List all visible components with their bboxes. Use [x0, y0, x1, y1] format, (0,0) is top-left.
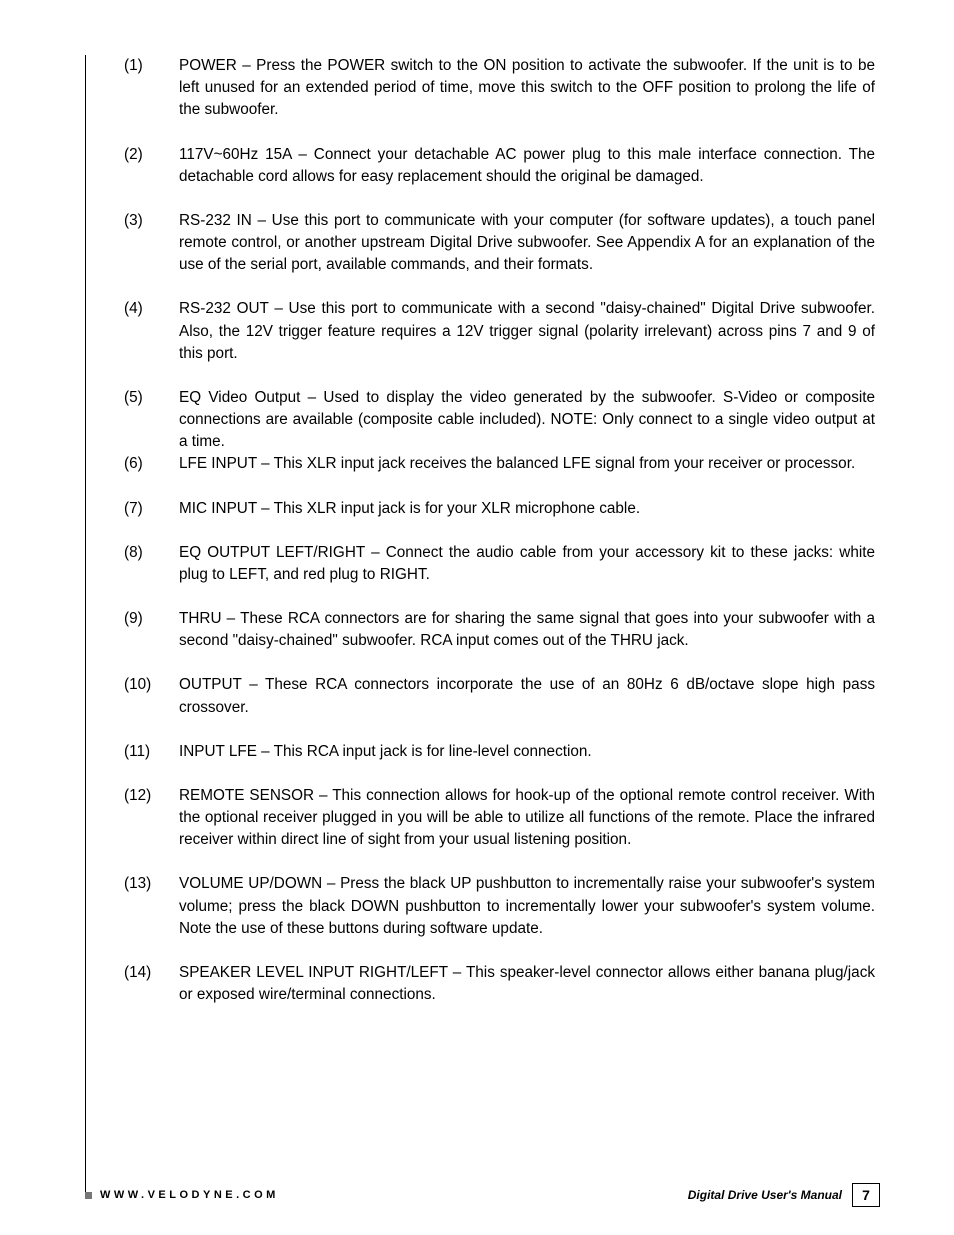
item-number: (9)	[124, 608, 179, 652]
item-number: (8)	[124, 542, 179, 586]
list-item: (14)SPEAKER LEVEL INPUT RIGHT/LEFT – Thi…	[124, 962, 875, 1006]
item-text: EQ Video Output – Used to display the vi…	[179, 387, 875, 454]
item-text: VOLUME UP/DOWN – Press the black UP push…	[179, 873, 875, 940]
item-number: (11)	[124, 741, 179, 763]
item-text: REMOTE SENSOR – This connection allows f…	[179, 785, 875, 852]
item-number: (13)	[124, 873, 179, 940]
item-text: SPEAKER LEVEL INPUT RIGHT/LEFT – This sp…	[179, 962, 875, 1006]
item-number: (4)	[124, 298, 179, 365]
footer-right: Digital Drive User's Manual 7	[688, 1183, 880, 1207]
list-item: (9)THRU – These RCA connectors are for s…	[124, 608, 875, 652]
list-item: (13)VOLUME UP/DOWN – Press the black UP …	[124, 873, 875, 940]
item-text: THRU – These RCA connectors are for shar…	[179, 608, 875, 652]
item-text: RS-232 IN – Use this port to communicate…	[179, 210, 875, 277]
item-number: (12)	[124, 785, 179, 852]
list-item: (4)RS-232 OUT – Use this port to communi…	[124, 298, 875, 365]
item-text: EQ OUTPUT LEFT/RIGHT – Connect the audio…	[179, 542, 875, 586]
list-item: (10)OUTPUT – These RCA connectors incorp…	[124, 674, 875, 718]
list-item: (3)RS-232 IN – Use this port to communic…	[124, 210, 875, 277]
item-number: (14)	[124, 962, 179, 1006]
item-number: (6)	[124, 453, 179, 475]
item-text: MIC INPUT – This XLR input jack is for y…	[179, 498, 875, 520]
manual-title: Digital Drive User's Manual	[688, 1188, 842, 1202]
list-item: (5)EQ Video Output – Used to display the…	[124, 387, 875, 454]
list-item: (8)EQ OUTPUT LEFT/RIGHT – Connect the au…	[124, 542, 875, 586]
page-number: 7	[862, 1187, 870, 1203]
page-footer: WWW.VELODYNE.COM Digital Drive User's Ma…	[85, 1183, 880, 1207]
content-column: (1)POWER – Press the POWER switch to the…	[85, 55, 875, 1195]
footer-url: WWW.VELODYNE.COM	[100, 1189, 279, 1201]
item-number: (2)	[124, 144, 179, 188]
footer-left: WWW.VELODYNE.COM	[85, 1189, 279, 1201]
item-number: (5)	[124, 387, 179, 454]
item-number: (10)	[124, 674, 179, 718]
list-item: (12)REMOTE SENSOR – This connection allo…	[124, 785, 875, 852]
item-text: OUTPUT – These RCA connectors incorporat…	[179, 674, 875, 718]
item-text: INPUT LFE – This RCA input jack is for l…	[179, 741, 875, 763]
item-number: (7)	[124, 498, 179, 520]
page-number-box: 7	[852, 1183, 880, 1207]
list-item: (11)INPUT LFE – This RCA input jack is f…	[124, 741, 875, 763]
list-item: (2)117V~60Hz 15A – Connect your detachab…	[124, 144, 875, 188]
item-number: (1)	[124, 55, 179, 122]
bullet-square-icon	[85, 1192, 92, 1199]
list-item: (6)LFE INPUT – This XLR input jack recei…	[124, 453, 875, 475]
list-item: (1)POWER – Press the POWER switch to the…	[124, 55, 875, 122]
item-number: (3)	[124, 210, 179, 277]
item-text: 117V~60Hz 15A – Connect your detachable …	[179, 144, 875, 188]
item-text: LFE INPUT – This XLR input jack receives…	[179, 453, 875, 475]
item-text: POWER – Press the POWER switch to the ON…	[179, 55, 875, 122]
list-item: (7)MIC INPUT – This XLR input jack is fo…	[124, 498, 875, 520]
item-text: RS-232 OUT – Use this port to communicat…	[179, 298, 875, 365]
page: (1)POWER – Press the POWER switch to the…	[0, 0, 954, 1235]
